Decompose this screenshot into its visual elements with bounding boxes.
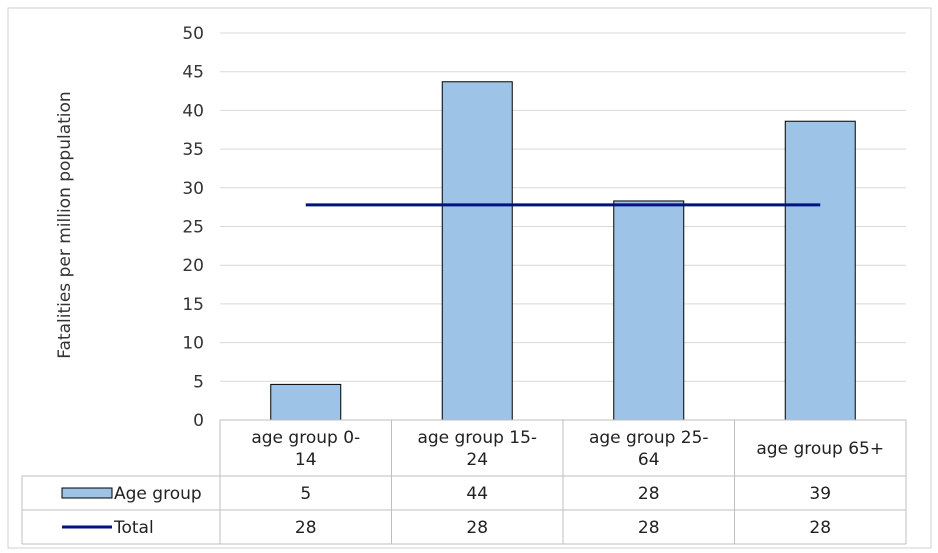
- data-label: 28: [638, 518, 660, 538]
- y-tick-label: 50: [182, 24, 204, 44]
- data-label: 28: [295, 518, 317, 538]
- y-tick-label: 20: [182, 256, 204, 276]
- data-label: 5: [300, 484, 311, 504]
- legend-key-bar: [61, 487, 113, 499]
- y-tick-label: 5: [193, 372, 204, 392]
- legend-entry: Total: [113, 518, 154, 538]
- y-axis-label: Fatalities per million population: [55, 91, 75, 358]
- y-tick-label: 15: [182, 295, 204, 315]
- bar: [270, 383, 342, 421]
- category-label: age group 15-: [417, 428, 537, 448]
- data-label: 28: [466, 518, 488, 538]
- category-label: 14: [295, 450, 317, 470]
- chart-frame: [7, 7, 932, 549]
- y-tick-label: 10: [182, 334, 204, 354]
- y-axis-ticks: 0 5 10 15 20 25 30 35 40 45 50: [182, 24, 204, 431]
- category-label: age group 0-: [251, 428, 360, 448]
- category-label: 24: [466, 450, 488, 470]
- data-label: 39: [809, 484, 831, 504]
- data-label: 44: [466, 484, 488, 504]
- bar: [613, 200, 685, 421]
- category-label: age group 65+: [756, 439, 884, 459]
- y-tick-label: 45: [182, 63, 204, 83]
- y-tick-label: 30: [182, 179, 204, 199]
- data-label: 28: [809, 518, 831, 538]
- y-tick-label: 35: [182, 140, 204, 160]
- y-tick-label: 40: [182, 101, 204, 121]
- data-label: 28: [638, 484, 660, 504]
- y-tick-label: 25: [182, 218, 204, 238]
- category-label: age group 25-: [589, 428, 709, 448]
- legend-entry: Age group: [114, 484, 202, 504]
- bars: [270, 81, 856, 421]
- bar: [784, 120, 856, 421]
- category-label: 64: [638, 450, 660, 470]
- bar: [441, 81, 513, 421]
- y-tick-label: 0: [193, 411, 204, 431]
- data-table: age group 0-14 age group 15-24 age group 2…: [21, 419, 907, 545]
